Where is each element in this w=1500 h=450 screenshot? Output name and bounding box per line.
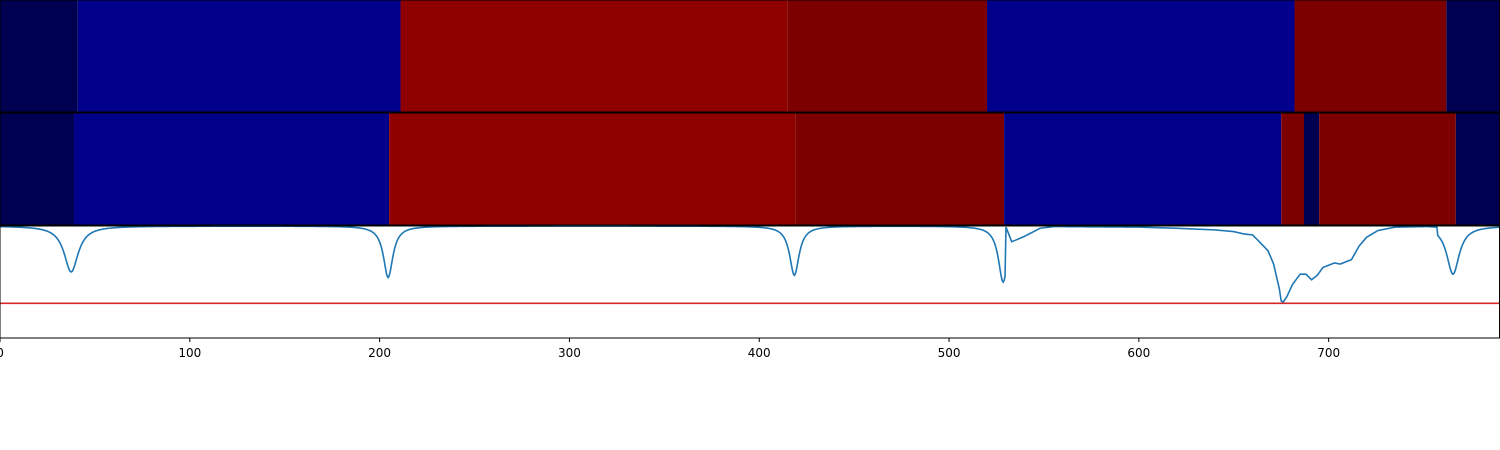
heatmap-row-1	[0, 0, 1500, 113]
heatmap-cell-r1-6	[1294, 0, 1447, 112]
heatmap-cell-r1-7	[1446, 0, 1500, 112]
heatmap-row-2	[0, 112, 1500, 226]
series-line	[0, 225, 1500, 304]
heatmap-cell-r1-1	[0, 0, 78, 112]
heatmap-cell-r1-4	[787, 0, 988, 112]
x-tick-label-0: 0	[0, 346, 4, 360]
heatmap-cell-r1-2	[77, 0, 401, 112]
heatmap-cell-r2-2	[74, 113, 390, 225]
line-panel	[0, 225, 1500, 339]
heatmap-cell-r2-7	[1303, 113, 1320, 225]
heatmap-cell-r2-3	[389, 113, 796, 225]
heatmap-cell-r2-5	[1004, 113, 1282, 225]
x-tick-label-600: 600	[1127, 346, 1150, 360]
heatmap-cell-r2-4	[795, 113, 1005, 225]
heatmap-cell-r2-1	[0, 113, 75, 225]
x-tick-label-300: 300	[558, 346, 581, 360]
x-tick-label-200: 200	[368, 346, 391, 360]
heatmap-cell-r2-6	[1281, 113, 1304, 225]
x-tick-label-700: 700	[1317, 346, 1340, 360]
heatmap-cell-r2-8	[1319, 113, 1456, 225]
heatmap-cell-r2-9	[1455, 113, 1500, 225]
x-axis: 0 100 200 300 400 500 600 700	[0, 338, 1340, 360]
x-tick-label-100: 100	[178, 346, 201, 360]
heatmap-cell-r1-3	[400, 0, 788, 112]
x-tick-label-500: 500	[938, 346, 961, 360]
line-panel-frame	[0, 225, 1500, 339]
x-tick-label-400: 400	[748, 346, 771, 360]
heatmap-cell-r1-5	[987, 0, 1295, 112]
